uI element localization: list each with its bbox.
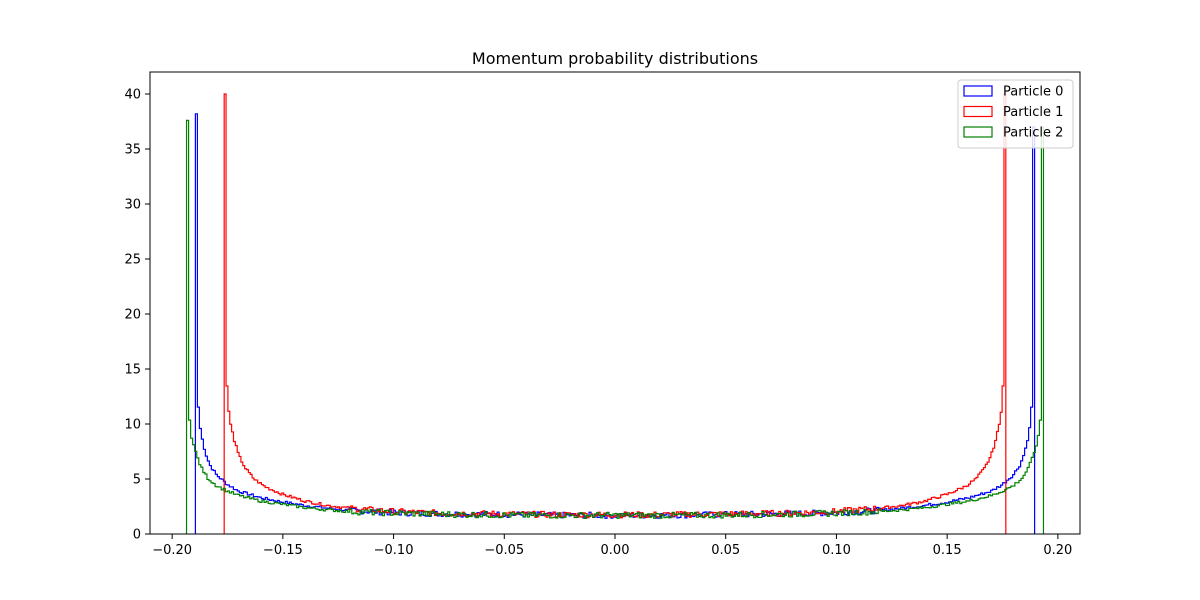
series-layer — [185, 93, 1045, 534]
x-tick-label: 0.20 — [1043, 543, 1072, 558]
series-line — [185, 119, 1045, 534]
legend-swatch — [963, 85, 993, 97]
chart-title: Momentum probability distributions — [472, 49, 758, 68]
legend-label: Particle 1 — [1003, 105, 1063, 120]
y-tick-label: 30 — [124, 198, 141, 213]
x-tick-label: 0.15 — [933, 543, 962, 558]
y-tick-label: 10 — [124, 418, 141, 433]
legend: Particle 0 Particle 1 Particle 2 — [957, 79, 1074, 149]
x-tick-label: 0.10 — [822, 543, 851, 558]
y-tick-label: 35 — [124, 143, 141, 158]
y-tick-label: 25 — [124, 253, 141, 268]
y-tick-label: 20 — [124, 308, 141, 323]
series-line — [194, 113, 1036, 534]
plot-frame — [149, 71, 1081, 535]
x-tick-label: −0.10 — [374, 543, 414, 558]
series-line — [223, 93, 1007, 534]
x-axis: −0.20 −0.15 −0.10 −0.05 0.00 0.05 0.10 0.15 0.20 — [152, 534, 1072, 558]
legend-label: Particle 0 — [1003, 85, 1063, 100]
x-tick-label: −0.20 — [152, 543, 192, 558]
y-tick-label: 40 — [124, 88, 141, 103]
x-tick-label: −0.05 — [484, 543, 524, 558]
legend-label: Particle 2 — [1003, 126, 1063, 141]
legend-swatch — [963, 126, 993, 138]
y-tick-label: 5 — [133, 473, 141, 488]
legend-swatch — [963, 105, 993, 118]
x-tick-label: 0.05 — [711, 543, 740, 558]
x-tick-label: −0.15 — [263, 543, 303, 558]
y-axis: 0 5 10 15 20 25 30 35 40 — [124, 88, 150, 543]
legend-box — [957, 79, 1074, 149]
x-tick-label: 0.00 — [601, 543, 630, 558]
y-tick-label: 15 — [124, 363, 141, 378]
y-tick-label: 0 — [133, 528, 141, 543]
